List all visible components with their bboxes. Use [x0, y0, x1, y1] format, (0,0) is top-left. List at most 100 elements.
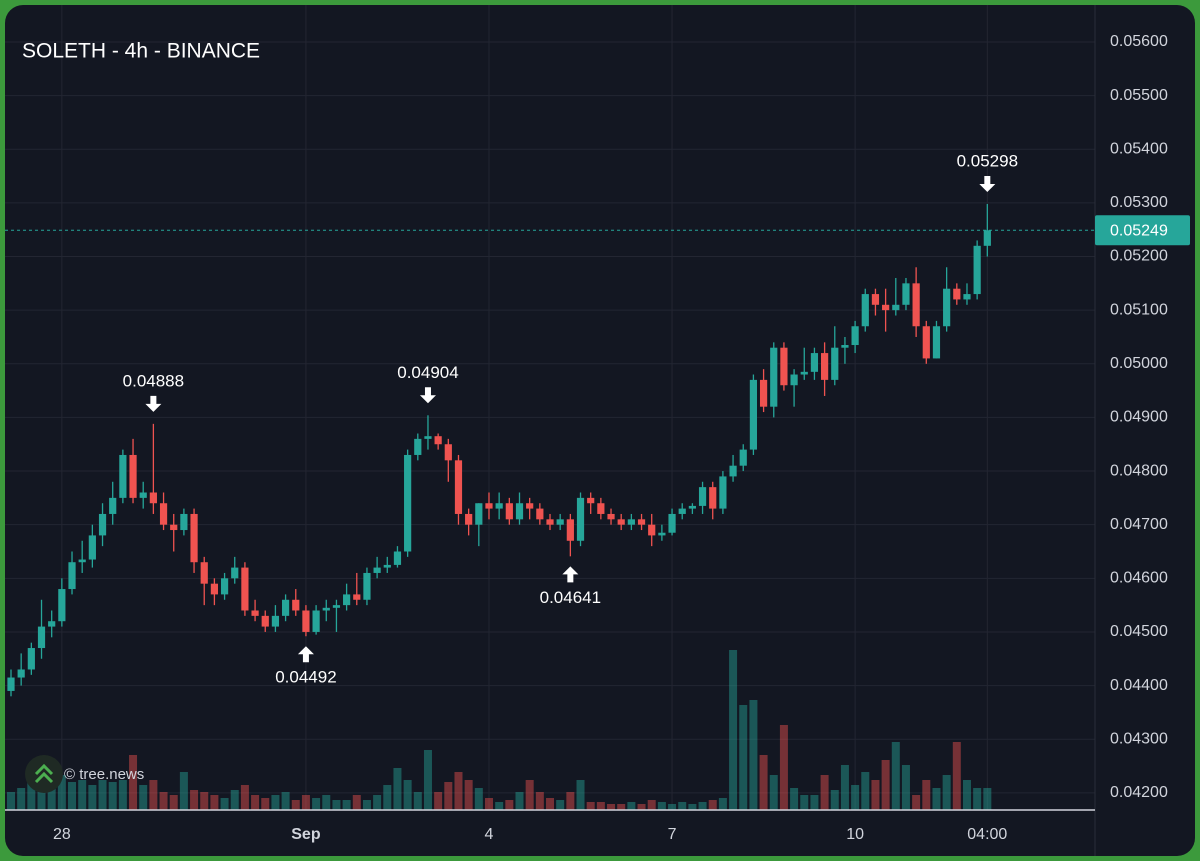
- volume-bar: [47, 780, 56, 810]
- candle-body: [363, 572, 371, 600]
- volume-bar: [179, 772, 188, 810]
- volume-bar: [932, 788, 941, 810]
- candle-body: [810, 353, 819, 372]
- candle-body: [292, 599, 300, 611]
- volume-bar: [881, 760, 890, 810]
- y-tick-label: 0.04400: [1110, 677, 1168, 694]
- candle-body: [709, 487, 717, 509]
- y-tick-label: 0.05100: [1110, 301, 1168, 318]
- volume-bar: [861, 772, 870, 810]
- volume-bar: [230, 790, 239, 810]
- candle-body: [597, 503, 605, 514]
- volume-bar: [118, 780, 127, 810]
- candle-body: [98, 513, 107, 536]
- volume-bar: [423, 750, 432, 810]
- last-price-box: [1095, 215, 1190, 246]
- volume-bar: [7, 792, 15, 810]
- candle-body: [648, 524, 656, 536]
- volume-bar: [973, 788, 982, 810]
- candle-layer: [7, 203, 991, 697]
- y-tick-label: 0.05600: [1110, 33, 1168, 50]
- volume-bar: [800, 795, 809, 810]
- volume-bar: [210, 795, 219, 810]
- annotation-label: 0.04641: [540, 588, 601, 607]
- candle-body: [434, 436, 442, 445]
- volume-bar: [129, 755, 138, 810]
- candle-body: [943, 288, 951, 327]
- candle-body: [475, 503, 483, 525]
- volume-bar: [607, 804, 616, 810]
- volume-bar: [586, 802, 595, 810]
- volume-bar: [291, 800, 300, 810]
- volume-bar: [444, 782, 453, 810]
- volume-bar: [891, 742, 900, 810]
- volume-bar: [708, 800, 717, 810]
- candle-body: [627, 519, 635, 525]
- candle-body: [821, 353, 829, 380]
- candle-body: [271, 615, 280, 627]
- annotation-layer: 0.04888 0.04492 0.04904 0.04641 0.05298: [123, 151, 1018, 686]
- candle-body: [698, 487, 707, 506]
- candle-body: [159, 503, 168, 525]
- candle-body: [48, 621, 56, 627]
- candle-body: [302, 610, 310, 632]
- volume-bar: [200, 792, 209, 810]
- candle-body: [78, 559, 86, 563]
- candle-body: [88, 535, 96, 560]
- candle-body: [973, 245, 981, 295]
- last-price-label: 0.05249: [1110, 222, 1168, 239]
- candle-body: [251, 610, 259, 616]
- y-tick-label: 0.05500: [1110, 87, 1168, 104]
- candle-body: [373, 567, 381, 573]
- candle-body: [617, 519, 625, 525]
- volume-bar: [98, 780, 107, 810]
- candle-body: [637, 519, 646, 525]
- volume-bar: [749, 700, 758, 810]
- y-tick-label: 0.05300: [1110, 194, 1168, 211]
- volume-bar: [718, 798, 727, 810]
- candle-body: [58, 589, 66, 622]
- annotation-label: 0.05298: [957, 151, 1018, 170]
- volume-bar: [525, 780, 534, 810]
- volume-bar: [759, 755, 768, 810]
- x-tick-label: 7: [668, 826, 677, 843]
- candle-body: [963, 294, 971, 300]
- candle-body: [526, 503, 534, 509]
- candle-body: [393, 551, 402, 565]
- annotation-arrow: [419, 387, 436, 404]
- chart-title: SOLETH - 4h - BINANCE: [22, 40, 260, 63]
- y-tick-label: 0.04800: [1110, 462, 1168, 479]
- volume-bar: [383, 785, 392, 810]
- volume-bar: [332, 800, 341, 810]
- candle-body: [922, 326, 930, 359]
- candle-body: [892, 304, 900, 311]
- volume-bar: [434, 792, 443, 810]
- candle-body: [932, 326, 941, 359]
- chart-background: [5, 5, 1195, 856]
- volume-bar: [149, 780, 158, 810]
- y-tick-label: 0.04200: [1110, 784, 1168, 801]
- volume-bar: [922, 780, 931, 810]
- candle-body: [983, 230, 991, 246]
- candle-body: [17, 669, 25, 678]
- candle-body: [587, 497, 595, 504]
- candle-body: [851, 326, 859, 346]
- volume-bar: [556, 800, 565, 810]
- volume-bar: [596, 802, 605, 810]
- volume-bar: [362, 800, 371, 810]
- candle-body: [322, 607, 330, 611]
- volume-bar: [830, 790, 839, 810]
- candle-body: [210, 583, 218, 595]
- volume-bar: [139, 785, 148, 810]
- volume-bar: [668, 804, 677, 810]
- x-tick-label: Sep: [291, 826, 321, 843]
- candle-body: [343, 594, 351, 606]
- candle-body: [546, 519, 554, 525]
- volume-bar: [515, 792, 524, 810]
- volume-bar: [17, 788, 26, 810]
- y-tick-label: 0.05400: [1110, 140, 1168, 157]
- candle-body: [780, 347, 788, 386]
- volume-bar: [942, 775, 951, 810]
- volume-bar: [820, 775, 829, 810]
- volume-bar: [983, 788, 992, 810]
